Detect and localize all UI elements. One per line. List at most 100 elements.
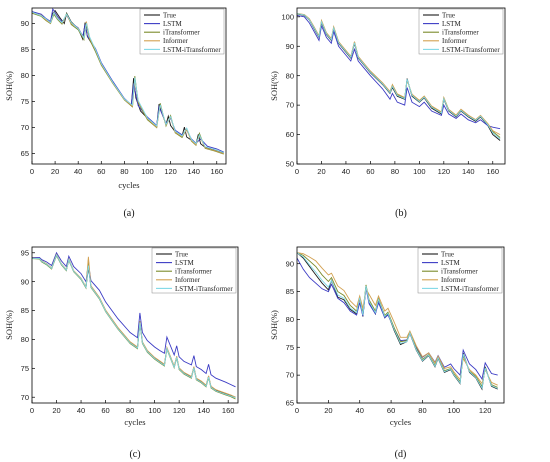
panel-c: 0 20 40 60 80 100 120 140 160 70 75 80 85 90 95 SOH(%) c…	[4, 246, 239, 460]
x-tick-label: 20	[324, 406, 332, 415]
x-tick-label: 120	[479, 406, 492, 415]
x-tick-label: 60	[101, 406, 109, 415]
x-tick-label: 120	[164, 167, 177, 176]
panel-a: 0 20 40 60 80 100 120 140 160 65 70 75 80 85 90 SOH(%) c…	[4, 7, 227, 219]
series-line-lstm-itransformer	[297, 13, 501, 140]
legend-label: LSTM-iTransformer	[442, 46, 500, 54]
legend-label: LSTM	[442, 20, 461, 28]
y-axis-label: SOH(%)	[4, 71, 14, 101]
x-tick-label: 160	[211, 167, 224, 176]
legend-label: LSTM	[441, 259, 460, 267]
y-tick-label: 75	[286, 343, 294, 352]
legend-label: Informer	[175, 276, 201, 284]
x-tick-label: 100	[141, 167, 154, 176]
x-tick-label: 80	[418, 406, 426, 415]
y-tick-label: 70	[21, 393, 29, 402]
y-tick-label: 60	[286, 130, 294, 139]
x-tick-label: 100	[148, 406, 161, 415]
series-line-lstm-itransformer	[297, 252, 498, 390]
legend-label: LSTM-iTransformer	[163, 46, 221, 54]
panel-d: 0 20 40 60 80 100 120 65 70 75 80 85 90 SOH(%) cycles T…	[269, 246, 505, 460]
y-tick-label: 90	[21, 277, 29, 286]
y-tick-label: 75	[21, 97, 29, 106]
y-axis-label: SOH(%)	[4, 310, 14, 340]
legend-box	[151, 247, 237, 294]
legend-label: LSTM	[163, 20, 182, 28]
series-line-lstm-itransformer	[32, 11, 224, 154]
x-tick-label: 80	[391, 167, 399, 176]
x-axis-label: cycles	[390, 417, 411, 427]
y-tick-label: 80	[21, 335, 29, 344]
x-tick-label: 140	[197, 406, 210, 415]
y-tick-label: 80	[286, 315, 294, 324]
x-tick-label: 160	[487, 167, 500, 176]
plot-frame	[31, 7, 227, 165]
panel-caption: (d)	[395, 449, 407, 460]
legend-box	[139, 8, 225, 55]
legend-box	[418, 8, 504, 55]
y-tick-label: 75	[21, 364, 29, 373]
x-tick-label: 40	[74, 167, 82, 176]
x-tick-label: 0	[295, 406, 299, 415]
legend-label: LSTM-iTransformer	[441, 285, 499, 293]
x-tick-label: 60	[97, 167, 105, 176]
y-axis-label: SOH(%)	[269, 310, 279, 340]
y-axis-label: SOH(%)	[269, 71, 279, 101]
panel-caption: (a)	[123, 208, 134, 219]
panel-caption: (c)	[129, 449, 140, 460]
y-tick-label: 90	[286, 259, 294, 268]
x-tick-label: 140	[187, 167, 200, 176]
x-tick-label: 40	[342, 167, 350, 176]
legend-label: Informer	[163, 37, 189, 45]
series-line-lstm	[297, 14, 501, 130]
x-tick-label: 60	[387, 406, 395, 415]
y-tick-label: 95	[21, 248, 29, 257]
y-tick-label: 65	[21, 149, 29, 158]
x-tick-label: 120	[173, 406, 186, 415]
legend-label: Informer	[441, 276, 467, 284]
y-tick-label: 70	[286, 101, 294, 110]
x-tick-label: 100	[448, 406, 461, 415]
plot-frame	[296, 246, 505, 404]
x-axis-label: cycles	[118, 180, 139, 190]
x-tick-label: 40	[356, 406, 364, 415]
x-tick-label: 0	[30, 406, 34, 415]
y-tick-label: 65	[286, 399, 294, 408]
y-tick-label: 70	[21, 123, 29, 132]
y-tick-label: 85	[21, 306, 29, 315]
series-line-informer	[297, 12, 501, 135]
legend-label: True	[175, 250, 188, 258]
legend-label: iTransformer	[175, 268, 212, 276]
panel-caption: (b)	[395, 208, 407, 219]
x-tick-label: 20	[51, 167, 59, 176]
x-tick-label: 100	[413, 167, 426, 176]
legend-label: iTransformer	[441, 268, 478, 276]
y-tick-label: 85	[286, 287, 294, 296]
x-tick-label: 80	[126, 406, 134, 415]
x-tick-label: 0	[30, 167, 34, 176]
plot-frame	[296, 7, 506, 165]
plot-frame	[31, 246, 239, 404]
y-tick-label: 70	[286, 371, 294, 380]
x-tick-label: 20	[317, 167, 325, 176]
legend-label: LSTM	[175, 259, 194, 267]
x-tick-label: 140	[462, 167, 475, 176]
x-axis-label: cycles	[124, 417, 145, 427]
series-line-lstm	[32, 251, 236, 388]
x-tick-label: 80	[120, 167, 128, 176]
legend-label: True	[163, 11, 176, 19]
y-tick-label: 80	[21, 71, 29, 80]
y-tick-label: 100	[281, 12, 294, 21]
x-tick-label: 160	[222, 406, 235, 415]
y-tick-label: 90	[286, 42, 294, 51]
y-tick-label: 80	[286, 71, 294, 80]
x-tick-label: 40	[77, 406, 85, 415]
y-tick-label: 90	[21, 19, 29, 28]
x-tick-label: 20	[52, 406, 60, 415]
legend-label: iTransformer	[442, 29, 479, 37]
legend-label: LSTM-iTransformer	[175, 285, 233, 293]
legend-label: True	[442, 11, 455, 19]
x-tick-label: 0	[295, 167, 299, 176]
x-tick-label: 120	[438, 167, 451, 176]
